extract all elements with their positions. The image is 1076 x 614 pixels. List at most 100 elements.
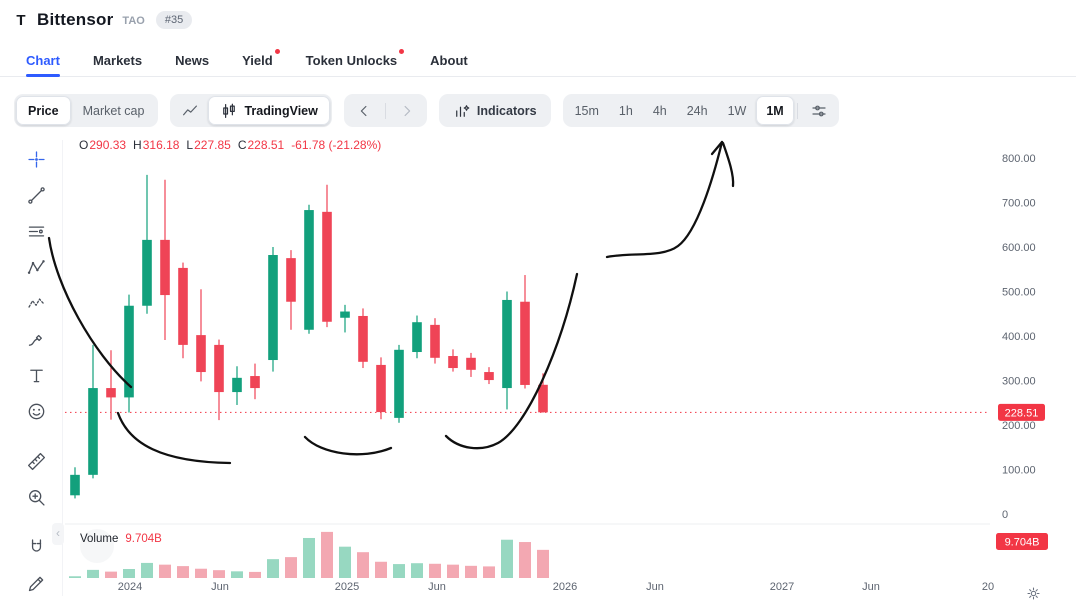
history-nav-group [343, 94, 427, 127]
annotation-projection-arrow-barb[interactable] [710, 140, 724, 156]
open-value: 290.33 [89, 138, 127, 152]
candle-body [466, 357, 476, 370]
coin-symbol: TAO [122, 15, 145, 27]
xabcd-pattern-tool-button[interactable] [19, 250, 53, 284]
time-axis-label: 2024 [118, 581, 142, 593]
brush-icon [28, 334, 42, 346]
horizontal-lines-tool-button[interactable] [19, 214, 53, 248]
time-axis[interactable]: 2024 Jun 2025 Jun 2026 Jun 2027 Jun 20 [118, 581, 994, 593]
price-axis-label: 600.00 [1002, 242, 1036, 254]
tab-yield[interactable]: Yield [242, 46, 280, 76]
indicators-button[interactable]: Indicators [441, 96, 549, 125]
forward-button[interactable] [389, 96, 425, 125]
brush-tool-button[interactable] [19, 322, 53, 356]
volume-bar [87, 569, 99, 578]
volume-bar [429, 563, 441, 578]
sliders-icon [812, 105, 826, 116]
annotation-projection-arrow-tail[interactable] [721, 141, 735, 188]
price-toggle-button[interactable]: Price [16, 96, 71, 125]
candle-body [394, 349, 404, 418]
volume-legend: Volume 9.704B [80, 533, 162, 545]
volume-bar [267, 559, 279, 578]
line-chart-view-button[interactable] [172, 96, 208, 125]
horizontal-lines-icon [28, 225, 44, 237]
timeframe-1h-button[interactable]: 1h [618, 103, 633, 118]
price-axis-label: 700.00 [1002, 198, 1036, 210]
candle-body [304, 210, 314, 330]
tab-chart[interactable]: Chart [26, 46, 60, 77]
drawn-annotations[interactable] [47, 140, 735, 465]
price-axis-label: 400.00 [1002, 331, 1036, 343]
text-tool-button[interactable] [19, 358, 53, 392]
magnet-tool-button[interactable] [19, 530, 53, 564]
elliott-wave-tool-button[interactable] [19, 286, 53, 320]
timeframe-1w-button[interactable]: 1W [727, 103, 747, 118]
annotation-bottom-left-base-curve[interactable] [116, 411, 232, 465]
candle-body [124, 305, 134, 398]
coin-header: T Bittensor TAO #35 [14, 10, 193, 30]
candle-body [70, 474, 80, 496]
tab-markets[interactable]: Markets [92, 53, 143, 68]
volume-bar [357, 552, 369, 578]
timeframe-4h-button[interactable]: 4h [652, 103, 667, 118]
trend-line-icon [27, 186, 45, 204]
back-button[interactable] [346, 96, 382, 125]
volume-bar [393, 564, 405, 578]
arrow-right-icon [404, 105, 411, 116]
volume-bar [339, 546, 351, 578]
indicators-label: Indicators [476, 103, 537, 118]
chart-settings-button[interactable] [1022, 582, 1044, 604]
tradingview-view-button[interactable]: TradingView [208, 96, 330, 125]
timeframe-1m-button[interactable]: 1M [756, 96, 794, 125]
volume-bar [483, 566, 495, 578]
volume-bar [303, 537, 315, 578]
zoom-in-tool-button[interactable] [19, 480, 53, 514]
emoji-tool-button[interactable] [19, 394, 53, 428]
time-axis-label: 2026 [553, 581, 577, 593]
ohlc-legend: O290.33 H316.18 L227.85 C228.51 -61.78 (-21.… [79, 138, 388, 152]
volume-bar [249, 571, 261, 578]
annotation-checkmark-recovery-curve[interactable] [444, 272, 579, 450]
tab-about[interactable]: About [430, 53, 468, 68]
candlestick-icon [223, 103, 236, 118]
candle-body [268, 255, 278, 361]
trend-line-tool-button[interactable] [19, 178, 53, 212]
volume-bar [285, 557, 297, 578]
tab-news[interactable]: News [175, 53, 210, 68]
magnet-icon [31, 538, 41, 552]
volume-series [69, 531, 549, 578]
elliott-wave-icon [27, 297, 44, 308]
draw-tool-button[interactable] [19, 566, 53, 600]
close-label: C [237, 138, 247, 152]
timeframe-15m-button[interactable]: 15m [574, 103, 599, 118]
indicators-icon [455, 104, 470, 117]
nav-tabs: Chart Markets News Yield Token Unlocks About [0, 46, 1076, 77]
crosshair-tool-button[interactable] [19, 142, 53, 176]
candle-body [538, 384, 548, 413]
current-volume-badge-value: 9.704B [1005, 537, 1040, 549]
pane-collapse-handle[interactable]: ‹ [52, 523, 64, 545]
gear-icon [1026, 586, 1040, 600]
annotation-projection-arrow-body[interactable] [605, 140, 724, 259]
tab-token-unlocks[interactable]: Token Unlocks [306, 46, 405, 76]
volume-label: Volume [80, 533, 119, 545]
market-cap-toggle-button[interactable]: Market cap [82, 103, 145, 118]
volume-bar [141, 562, 153, 578]
indicators-group: Indicators [438, 94, 551, 127]
annotation-left-downtrend-curve[interactable] [47, 236, 133, 389]
draw-icon [28, 576, 43, 591]
price-axis[interactable]: 800.00 700.00 600.00 500.00 400.00 300.00 200.… [996, 153, 1048, 550]
time-axis-label: 20 [982, 581, 994, 593]
notification-dot [274, 49, 280, 54]
timeframe-24h-button[interactable]: 24h [686, 103, 708, 118]
annotation-mid-base-curve[interactable] [303, 435, 393, 456]
ruler-tool-button[interactable] [19, 444, 53, 478]
price-chart-canvas[interactable]: 800.00 700.00 600.00 500.00 400.00 300.00 200.… [0, 135, 1076, 594]
candle-body [520, 301, 530, 385]
current-price-badge-value: 228.51 [1005, 407, 1039, 419]
chart-display-settings-button[interactable] [801, 96, 837, 125]
high-value: 316.18 [142, 138, 180, 152]
current-volume-badge [996, 533, 1048, 550]
volume-bar [159, 564, 171, 578]
candle-body [322, 211, 332, 322]
